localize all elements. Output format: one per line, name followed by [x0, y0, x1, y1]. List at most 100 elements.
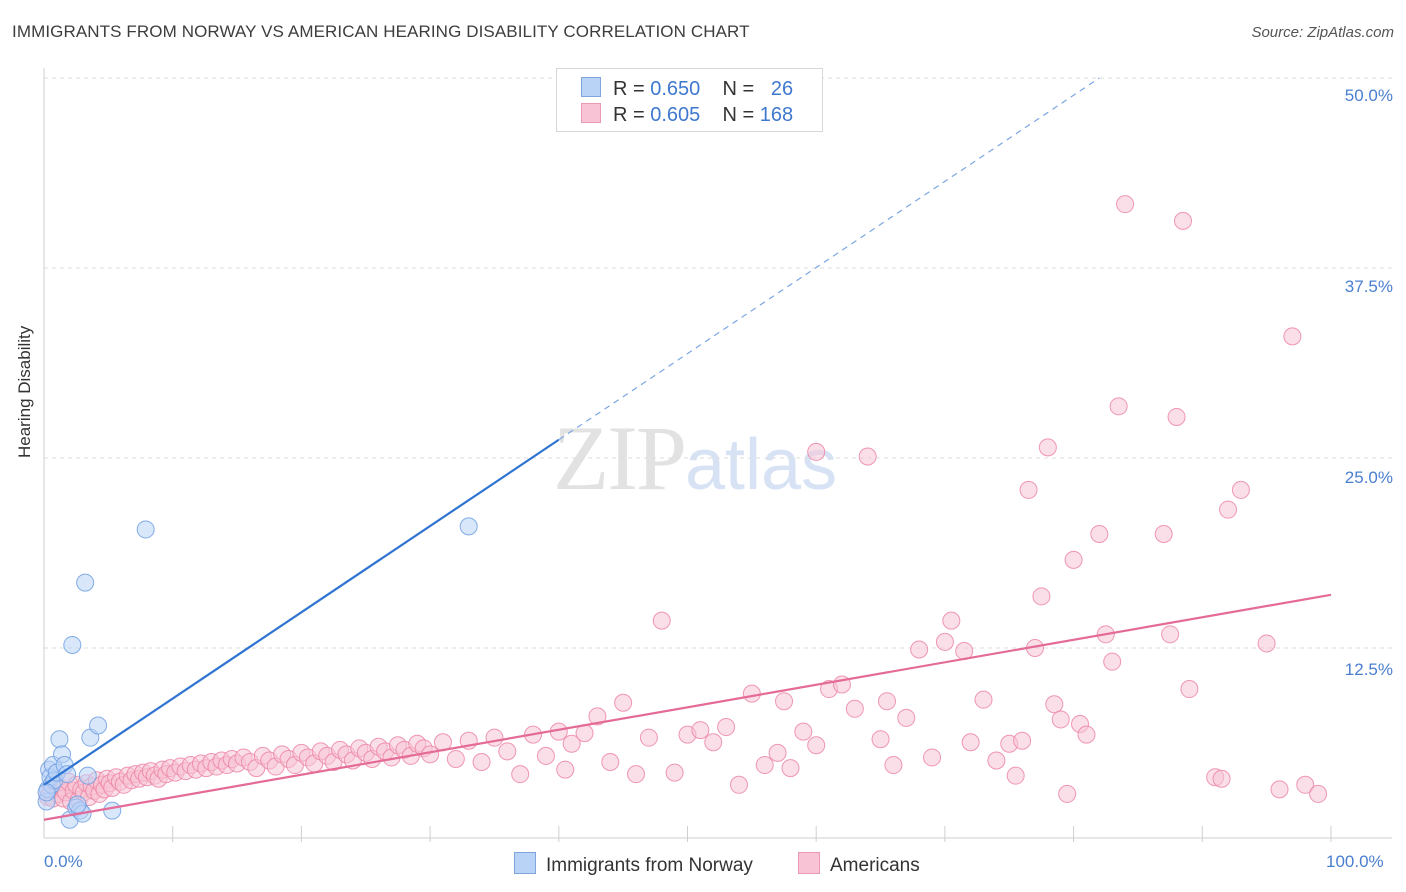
data-point-american: [1038, 438, 1057, 457]
data-point-american: [742, 684, 761, 703]
data-point-american: [1180, 680, 1199, 699]
data-point-american: [807, 442, 826, 461]
chart-title: IMMIGRANTS FROM NORWAY VS AMERICAN HEARI…: [12, 22, 750, 41]
data-point-american: [1109, 397, 1128, 416]
y-tick-label: 25.0%: [1344, 468, 1393, 487]
data-point-norway: [103, 801, 122, 820]
data-point-american: [1283, 327, 1302, 346]
y-tick-label: 50.0%: [1344, 86, 1393, 105]
trend-lines: [43, 77, 1332, 821]
legend-item-norway: Immigrants from Norway: [514, 852, 753, 877]
data-point-norway: [78, 766, 97, 785]
y-tick-label: 12.5%: [1344, 660, 1393, 679]
data-point-norway: [136, 520, 155, 539]
trend-line-norway-extension: [558, 77, 1100, 441]
data-point-norway: [50, 730, 69, 749]
series-americans: [38, 195, 1328, 811]
trend-line-norway: [43, 438, 560, 786]
data-point-american: [987, 751, 1006, 770]
legend-row-americans: R = 0.605 N = 168: [581, 103, 793, 127]
data-point-american: [1103, 652, 1122, 671]
data-point-american: [1167, 407, 1186, 426]
data-point-american: [781, 759, 800, 778]
legend-swatch-norway: [514, 852, 536, 874]
data-point-american: [446, 749, 465, 768]
data-point-american: [910, 640, 929, 659]
data-point-american: [942, 611, 961, 630]
data-point-american: [1173, 211, 1192, 230]
data-point-american: [1045, 695, 1064, 714]
data-point-american: [768, 743, 787, 762]
data-point-american: [1019, 480, 1038, 499]
y-axis-label: Hearing Disability: [15, 325, 34, 458]
series-immigrants-from-norway: [37, 517, 478, 829]
data-point-norway: [63, 635, 82, 654]
data-point-norway: [37, 783, 56, 802]
r-value: 0.650: [650, 78, 701, 100]
x-tick-label-max: 100.0%: [1326, 852, 1384, 871]
data-point-american: [1090, 525, 1109, 543]
data-point-american: [1058, 784, 1077, 803]
data-point-american: [717, 718, 736, 737]
legend-label-norway: Immigrants from Norway: [546, 855, 753, 876]
data-point-american: [845, 699, 864, 718]
data-point-american: [1296, 775, 1315, 794]
data-point-american: [858, 447, 877, 466]
data-point-american: [884, 756, 903, 775]
data-point-american: [1212, 769, 1231, 788]
correlation-legend: R = 0.650 N = 26 R = 0.605 N = 168: [556, 68, 823, 132]
data-point-american: [974, 690, 993, 709]
data-point-american: [897, 708, 916, 727]
x-tick-label-min: 0.0%: [44, 852, 83, 871]
data-point-american: [704, 733, 723, 752]
data-point-american: [935, 632, 954, 651]
y-tick-label: 37.5%: [1344, 277, 1393, 296]
data-point-american: [485, 728, 504, 747]
data-point-norway: [76, 573, 95, 592]
grid-lines: [44, 77, 1392, 649]
data-point-american: [1064, 550, 1083, 569]
data-point-american: [511, 765, 530, 784]
data-point-american: [639, 728, 658, 747]
data-point-american: [1161, 625, 1180, 644]
data-point-american: [562, 734, 581, 753]
data-point-american: [652, 611, 671, 630]
data-point-american: [691, 721, 710, 740]
r-label: R =: [613, 104, 651, 126]
data-point-american: [877, 692, 896, 711]
data-point-american: [588, 707, 607, 726]
data-point-american: [1231, 480, 1250, 499]
n-value: 168: [759, 104, 794, 126]
legend-swatch-norway: [581, 77, 601, 97]
n-label: N =: [722, 104, 760, 126]
legend-row-norway: R = 0.650 N = 26: [581, 77, 793, 101]
data-point-american: [1219, 500, 1238, 519]
data-point-norway: [459, 517, 478, 536]
r-label: R =: [613, 78, 651, 100]
data-point-american: [1116, 195, 1135, 214]
r-value: 0.605: [650, 104, 701, 126]
data-point-american: [961, 733, 980, 752]
axes: [43, 68, 1392, 842]
data-point-american: [665, 763, 684, 782]
data-point-american: [775, 692, 794, 711]
data-point-american: [614, 693, 633, 712]
data-point-american: [794, 722, 813, 741]
data-point-american: [627, 765, 646, 784]
legend-swatch-americans: [581, 103, 601, 123]
n-value: 26: [770, 78, 794, 100]
data-point-american: [1032, 587, 1051, 606]
n-label: N =: [722, 78, 760, 100]
data-point-american: [871, 730, 890, 749]
data-point-american: [1006, 766, 1025, 785]
data-point-american: [1013, 731, 1032, 750]
data-point-american: [1270, 780, 1289, 799]
data-point-american: [807, 736, 826, 755]
source-credit: Source: ZipAtlas.com: [1251, 24, 1394, 41]
data-point-american: [556, 760, 575, 779]
trend-line-americans: [43, 593, 1332, 821]
data-point-american: [923, 748, 942, 767]
data-point-american: [1257, 634, 1276, 653]
legend-label-americans: Americans: [830, 855, 920, 876]
